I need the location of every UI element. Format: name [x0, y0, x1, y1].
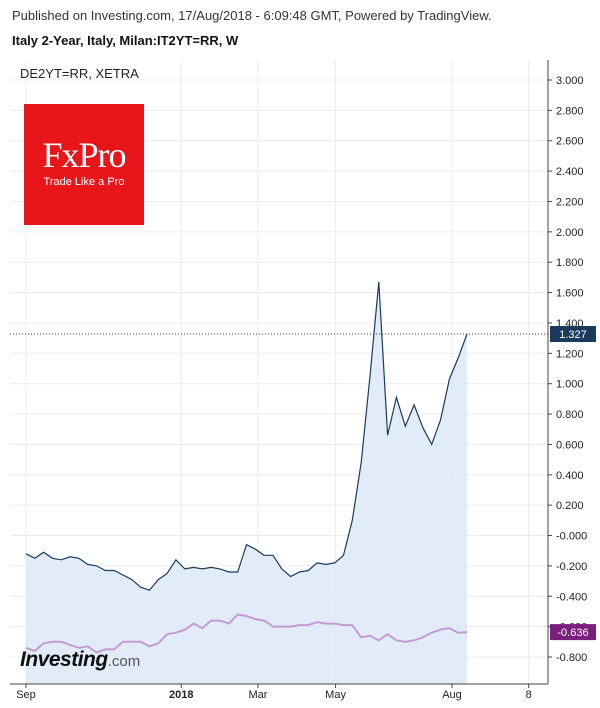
last-value-tag-de2y-bg [550, 624, 596, 641]
x-tick-label: Sep [16, 689, 36, 701]
last-value-tag-it2y-text: 1.327 [559, 329, 587, 341]
y-tick-label: -0.200 [556, 561, 587, 573]
y-tick-label: 0.200 [556, 500, 584, 512]
y-tick-label: 1.000 [556, 379, 584, 391]
instrument-title: Italy 2-Year, Italy, Milan:IT2YT=RR, W [12, 33, 239, 48]
x-tick-label: 2018 [169, 689, 193, 701]
y-tick-label: -0.800 [556, 652, 587, 664]
y-tick-label: -0.000 [556, 531, 587, 543]
y-tick-label: 2.400 [556, 166, 584, 178]
x-tick-label: Aug [442, 689, 462, 701]
y-tick-label: 0.600 [556, 439, 584, 451]
last-value-tag-it2y: 1.327 [550, 326, 596, 343]
last-value-tag-de2y-text: -0.636 [557, 627, 588, 639]
fxpro-logo-tagline: Trade Like a Pro [43, 176, 125, 188]
series-area-IT2YT=RR [26, 282, 467, 684]
fxpro-logo-name: FxPro [42, 135, 126, 175]
y-tick-label: 3.000 [556, 75, 584, 87]
investing-logo-tld: .com [107, 653, 141, 670]
investing-logo: Investing.com [20, 648, 140, 672]
published-line: Published on Investing.com, 17/Aug/2018 … [12, 8, 492, 23]
y-tick-label: 2.000 [556, 227, 584, 239]
chart-subtitle: DE2YT=RR, XETRA [20, 66, 139, 81]
y-tick-label: 1.200 [556, 348, 584, 360]
y-tick-label: 1.600 [556, 288, 584, 300]
fxpro-logo: FxPro Trade Like a Pro [24, 104, 144, 225]
y-tick-label: 2.600 [556, 136, 584, 148]
x-tick-label: May [325, 689, 346, 701]
y-tick-label: 0.400 [556, 470, 584, 482]
y-tick-label: 2.200 [556, 196, 584, 208]
y-tick-label: 0.800 [556, 409, 584, 421]
y-tick-label: 2.800 [556, 105, 584, 117]
x-tick-label: 8 [526, 689, 532, 701]
last-value-tag-it2y-bg [550, 326, 596, 343]
last-value-tag-de2y: -0.636 [550, 624, 596, 641]
x-tick-label: Mar [248, 689, 267, 701]
y-tick-label: 1.800 [556, 257, 584, 269]
investing-logo-name: Investing [20, 648, 108, 671]
y-tick-label: -0.400 [556, 591, 587, 603]
